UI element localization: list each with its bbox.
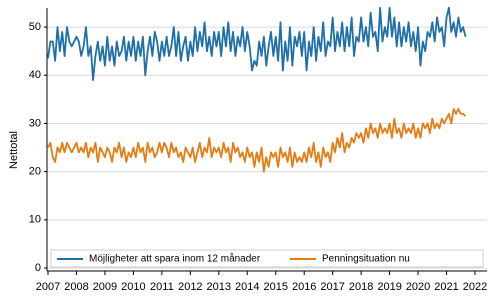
series-line xyxy=(47,108,467,173)
legend-box xyxy=(50,249,484,268)
x-tick-label: 2014 xyxy=(235,281,259,293)
x-tick-label: 2018 xyxy=(349,281,373,293)
x-tick-label: 2019 xyxy=(377,281,401,293)
y-tick-label: 50 xyxy=(29,21,41,33)
x-tick-label: 2007 xyxy=(36,281,60,293)
x-tick-label: 2015 xyxy=(263,281,287,293)
x-tick-label: 2012 xyxy=(178,281,202,293)
y-tick-label: 0 xyxy=(35,262,41,274)
x-tick-label: 2008 xyxy=(64,281,88,293)
x-tick-label: 2022 xyxy=(463,281,487,293)
legend-label: Möjligheter att spara inom 12 månader xyxy=(89,253,261,265)
y-tick-label: 20 xyxy=(29,166,41,178)
x-tick-label: 2021 xyxy=(434,281,458,293)
x-tick-label: 2016 xyxy=(292,281,316,293)
legend-label: Penningsituation nu xyxy=(322,254,410,265)
x-tick-label: 2020 xyxy=(406,281,430,293)
x-tick-label: 2010 xyxy=(121,281,145,293)
x-tick-label: 2011 xyxy=(150,281,174,293)
x-tick-label: 2013 xyxy=(207,281,231,293)
x-tick-label: 2009 xyxy=(93,281,117,293)
y-axis-label: Nettotal xyxy=(8,131,20,169)
y-tick-label: 40 xyxy=(29,69,41,81)
x-tick-label: 2017 xyxy=(320,281,344,293)
series-line xyxy=(47,6,467,81)
y-tick-label: 10 xyxy=(29,214,41,226)
y-tick-label: 30 xyxy=(29,117,41,129)
